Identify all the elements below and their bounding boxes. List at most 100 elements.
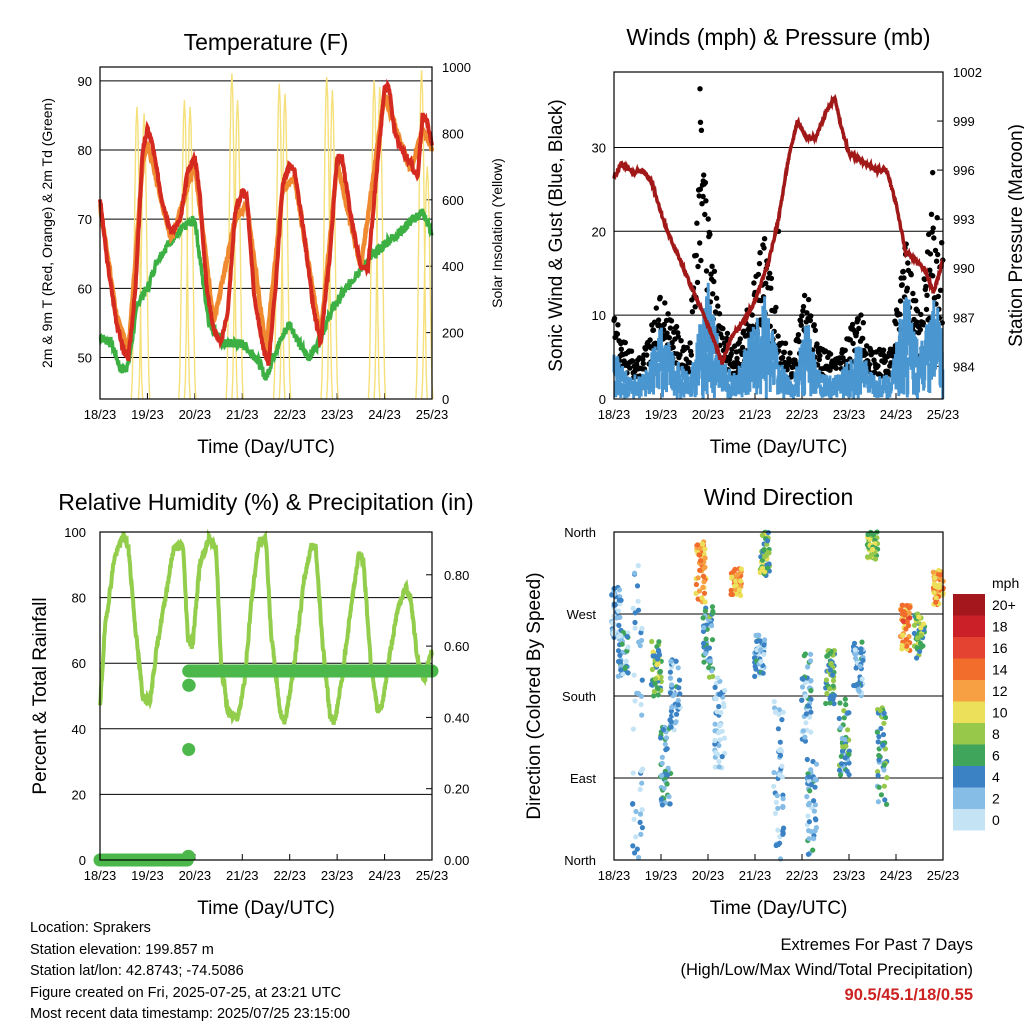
direction-point	[717, 737, 723, 743]
gust-point	[657, 294, 663, 301]
y-tick-label: 50	[78, 351, 92, 366]
direction-point	[875, 739, 881, 745]
direction-point	[875, 769, 881, 775]
direction-point	[620, 671, 626, 677]
y2-tick-label: 990	[953, 261, 975, 276]
direction-point	[808, 696, 814, 703]
extremes-heading: Extremes For Past 7 Days	[780, 936, 973, 954]
direction-point	[759, 532, 766, 539]
direction-point	[884, 775, 890, 781]
direction-point	[764, 565, 771, 571]
direction-point	[701, 579, 707, 585]
direction-tick-label: North	[564, 525, 596, 540]
direction-point	[775, 726, 782, 732]
direction-point	[805, 703, 811, 709]
gust-point	[923, 283, 929, 290]
pressure-line	[612, 93, 945, 365]
x-tick-label: 25/23	[927, 868, 960, 883]
x-tick-label: 21/23	[226, 868, 259, 883]
direction-point	[801, 653, 807, 659]
direction-point	[777, 739, 783, 745]
direction-point	[696, 588, 703, 594]
precip-point	[182, 849, 196, 863]
gust-point	[693, 252, 699, 259]
direction-point	[651, 693, 657, 699]
direction-point	[823, 677, 830, 683]
direction-point	[650, 649, 656, 655]
legend-label: 18	[992, 619, 1008, 635]
direction-point	[704, 645, 710, 652]
direction-point	[734, 591, 740, 597]
legend-swatch	[953, 723, 985, 745]
legend-swatch	[953, 701, 985, 723]
gust-point	[650, 327, 657, 333]
direction-point	[722, 687, 728, 693]
gust-point	[860, 320, 866, 326]
direction-point	[761, 651, 767, 658]
direction-point	[805, 664, 811, 670]
direction-point	[637, 786, 643, 793]
gust-point	[899, 282, 905, 288]
direction-point	[668, 708, 675, 714]
x-tick-label: 20/23	[692, 868, 725, 883]
direction-point	[771, 769, 777, 776]
direction-point	[675, 698, 681, 704]
direction-point	[712, 764, 718, 770]
direction-point	[775, 827, 781, 833]
direction-point	[869, 531, 876, 537]
gust-point	[651, 319, 658, 325]
direction-point	[717, 722, 724, 728]
x-tick-label: 23/23	[321, 407, 354, 422]
solar-spike	[178, 100, 191, 400]
gust-point	[761, 245, 767, 251]
gust-point	[842, 347, 848, 353]
direction-point	[875, 799, 882, 805]
direction-point	[631, 816, 637, 822]
gust-point	[932, 247, 939, 254]
gust-point	[668, 318, 675, 324]
direction-point	[673, 658, 679, 664]
direction-point	[813, 761, 820, 767]
direction-tick-label: North	[564, 853, 596, 868]
direction-point	[700, 615, 706, 621]
direction-point	[624, 648, 630, 654]
direction-point	[633, 808, 639, 815]
direction-point	[806, 836, 812, 842]
direction-point	[916, 614, 922, 620]
direction-point	[738, 592, 744, 599]
x-tick-label: 23/23	[833, 407, 866, 422]
direction-point	[858, 650, 864, 656]
solar-spike	[137, 113, 151, 400]
gust-point	[697, 186, 703, 192]
direction-point	[903, 626, 909, 632]
direction-point	[638, 693, 645, 699]
station-location: Location: Sprakers	[30, 920, 151, 936]
gust-point	[773, 304, 779, 311]
direction-point	[702, 546, 708, 552]
gust-point	[628, 348, 635, 354]
direction-point	[802, 738, 809, 744]
direction-point	[771, 783, 777, 789]
gust-point	[629, 358, 636, 364]
y2-tick-label: 996	[953, 163, 975, 178]
gust-point	[775, 333, 781, 339]
gust-point	[695, 263, 701, 270]
direction-point	[667, 801, 673, 807]
direction-point	[699, 541, 705, 547]
x-tick-label: 25/23	[416, 868, 449, 883]
y-tick-label: 10	[592, 308, 606, 323]
direction-point	[712, 684, 718, 691]
gust-point	[703, 198, 709, 204]
direction-point	[853, 665, 859, 671]
legend-label: 2	[992, 791, 1000, 807]
precip-series	[93, 664, 439, 867]
legend-swatch	[953, 615, 985, 637]
direction-point	[875, 772, 881, 779]
y2-tick-label: 0.40	[444, 710, 469, 725]
direction-point	[717, 691, 723, 698]
direction-point	[712, 695, 718, 701]
legend-label: 4	[992, 769, 1000, 785]
direction-point	[779, 717, 785, 723]
gust-point	[930, 225, 936, 231]
y-tick-label: 80	[78, 143, 92, 158]
